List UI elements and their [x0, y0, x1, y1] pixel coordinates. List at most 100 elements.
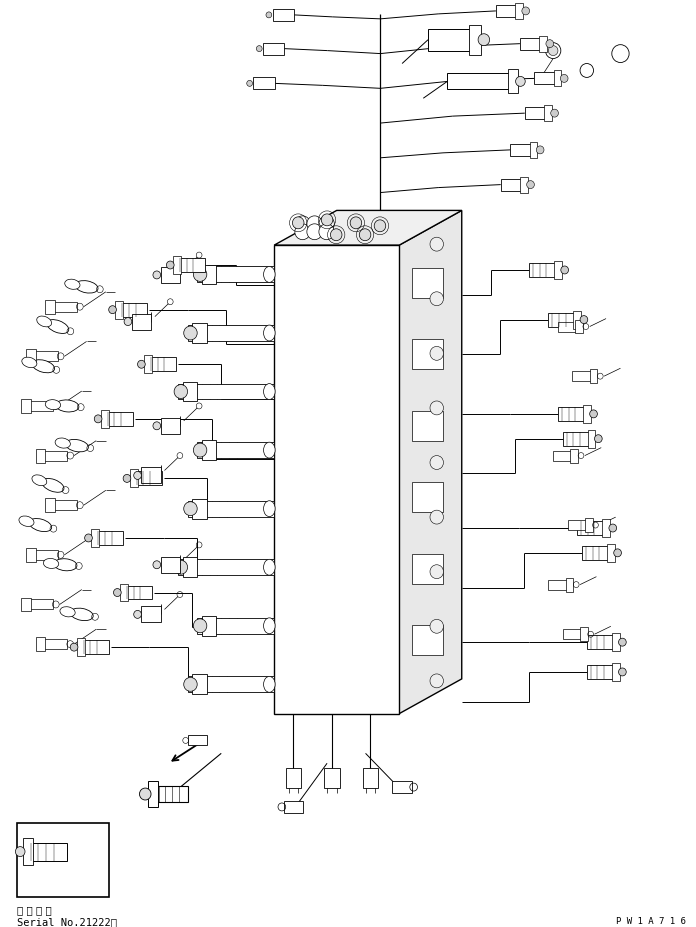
Bar: [141, 468, 161, 484]
Bar: [188, 677, 274, 692]
Bar: [35, 450, 45, 463]
Circle shape: [134, 611, 141, 618]
Bar: [539, 37, 547, 53]
Circle shape: [546, 44, 561, 59]
Bar: [558, 408, 585, 422]
Bar: [81, 641, 109, 654]
Bar: [125, 586, 152, 600]
Bar: [587, 666, 614, 679]
Circle shape: [368, 324, 388, 344]
Circle shape: [291, 563, 300, 573]
Bar: [202, 440, 216, 461]
Circle shape: [331, 230, 342, 241]
Text: 適 用 号 機: 適 用 号 機: [17, 904, 52, 914]
Bar: [571, 450, 578, 463]
Circle shape: [327, 558, 347, 578]
Ellipse shape: [54, 559, 77, 571]
Bar: [448, 74, 510, 90]
Circle shape: [327, 440, 347, 461]
Circle shape: [291, 621, 300, 631]
Bar: [53, 302, 77, 312]
Bar: [161, 268, 180, 284]
Bar: [554, 261, 562, 280]
Bar: [324, 768, 340, 788]
Bar: [197, 267, 274, 283]
Bar: [587, 636, 614, 650]
Circle shape: [15, 846, 25, 857]
Text: P W 1 A 7 1 6: P W 1 A 7 1 6: [616, 916, 686, 925]
Circle shape: [359, 230, 371, 241]
Circle shape: [70, 643, 78, 652]
Ellipse shape: [42, 479, 64, 493]
Circle shape: [546, 41, 553, 48]
Circle shape: [174, 386, 188, 399]
Bar: [149, 358, 176, 372]
Circle shape: [295, 224, 310, 240]
Bar: [412, 554, 443, 584]
Bar: [612, 664, 619, 681]
Bar: [197, 443, 274, 459]
Bar: [132, 314, 151, 330]
Ellipse shape: [264, 325, 275, 341]
Circle shape: [332, 621, 342, 631]
Circle shape: [368, 500, 388, 519]
Bar: [120, 303, 147, 317]
Bar: [590, 370, 597, 384]
Bar: [535, 73, 555, 85]
Bar: [35, 638, 45, 652]
Circle shape: [430, 511, 443, 525]
Bar: [148, 781, 158, 807]
Circle shape: [580, 65, 594, 78]
Bar: [363, 768, 378, 788]
Circle shape: [373, 621, 383, 631]
Bar: [21, 400, 31, 413]
Circle shape: [527, 182, 535, 189]
Circle shape: [327, 324, 347, 344]
Circle shape: [368, 440, 388, 461]
Circle shape: [319, 217, 334, 233]
Bar: [583, 405, 591, 424]
Circle shape: [256, 46, 262, 53]
Polygon shape: [400, 211, 461, 714]
Circle shape: [291, 446, 300, 455]
Bar: [520, 39, 541, 51]
Circle shape: [368, 558, 388, 578]
Bar: [612, 633, 619, 652]
Circle shape: [430, 619, 443, 633]
Circle shape: [430, 456, 443, 470]
Bar: [202, 265, 216, 285]
Bar: [529, 264, 556, 277]
Ellipse shape: [65, 280, 80, 290]
Circle shape: [247, 82, 253, 87]
Bar: [106, 413, 133, 426]
Bar: [173, 257, 181, 274]
Bar: [120, 584, 128, 602]
Ellipse shape: [56, 400, 79, 413]
Ellipse shape: [32, 476, 47, 486]
Bar: [428, 30, 471, 52]
Ellipse shape: [43, 559, 58, 569]
Bar: [202, 616, 216, 636]
Bar: [188, 736, 207, 745]
Circle shape: [590, 411, 597, 418]
Ellipse shape: [37, 317, 52, 327]
Circle shape: [292, 218, 304, 230]
Bar: [141, 607, 161, 623]
Circle shape: [153, 272, 161, 280]
Bar: [553, 71, 561, 87]
Bar: [520, 177, 528, 194]
Ellipse shape: [22, 358, 37, 368]
Circle shape: [537, 146, 544, 155]
Circle shape: [286, 616, 305, 636]
Bar: [412, 412, 443, 441]
Bar: [178, 384, 274, 400]
Bar: [553, 451, 572, 461]
Circle shape: [373, 563, 383, 573]
Circle shape: [327, 265, 347, 285]
Bar: [515, 4, 523, 19]
Bar: [23, 838, 33, 866]
Bar: [183, 558, 197, 578]
Bar: [183, 382, 197, 402]
Bar: [576, 320, 583, 334]
Circle shape: [373, 679, 383, 690]
